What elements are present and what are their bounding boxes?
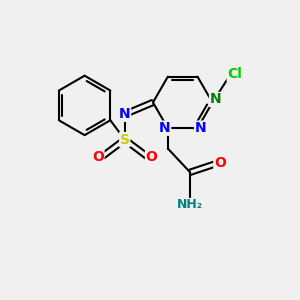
Text: N: N <box>195 121 206 135</box>
Text: S: S <box>120 133 130 147</box>
Text: N: N <box>210 92 221 106</box>
Text: N: N <box>159 121 171 135</box>
Text: N: N <box>119 107 130 121</box>
Text: O: O <box>146 150 158 164</box>
Text: O: O <box>214 156 226 170</box>
Text: O: O <box>92 150 104 164</box>
Text: Cl: Cl <box>227 67 242 81</box>
Text: NH₂: NH₂ <box>177 199 203 212</box>
